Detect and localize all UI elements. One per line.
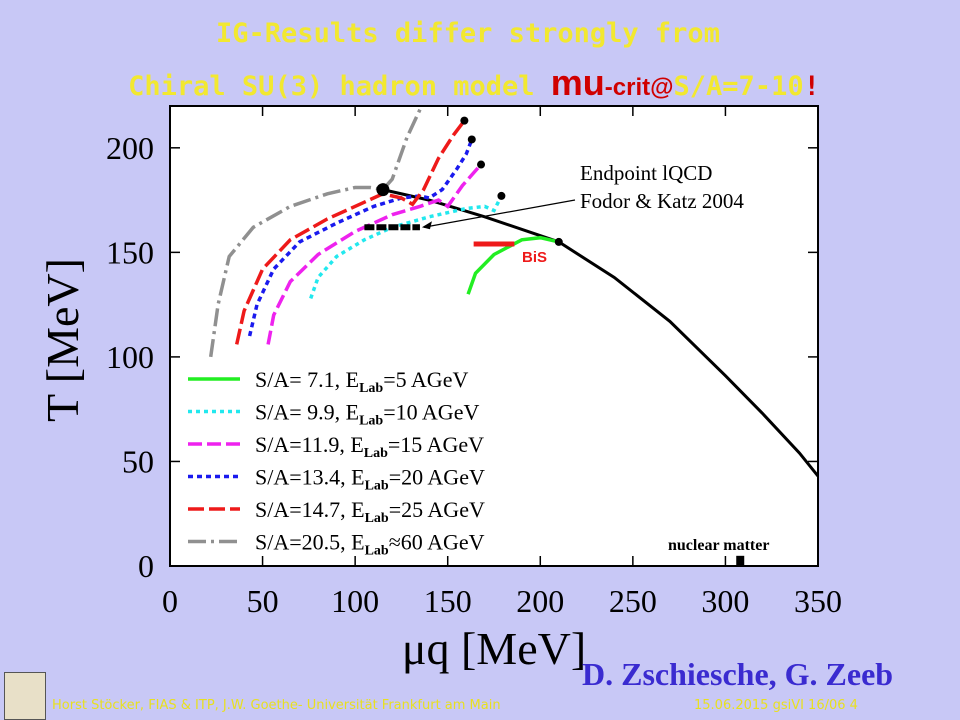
- axis-ticks: 0 50 100 150 200 250 300 350 0 50 100 150 200: [106, 106, 842, 619]
- legend: S/A= 7.1, ELab=5 AGeV S/A= 9.9, ELab=10 A…: [188, 367, 485, 559]
- series-endpoint-3: [467, 135, 476, 144]
- x-tick-label: 200: [516, 583, 564, 619]
- title-mu: mu: [550, 62, 605, 103]
- footer-left: Horst Stöcker, FIAS & ITP, J.W. Goethe- …: [52, 698, 501, 713]
- x-tick-label: 300: [701, 583, 749, 619]
- y-tick-label: 150: [106, 234, 154, 270]
- annotations: Endpoint lQCD Fodor & Katz 2004 BiS nucl…: [522, 161, 769, 554]
- series-endpoint-4: [460, 116, 469, 125]
- x-tick-label: 150: [424, 583, 472, 619]
- series-line-5: [208, 106, 424, 358]
- endpoint-arrowhead: [421, 221, 432, 230]
- series-endpoint-5: [420, 98, 428, 106]
- curve-group: [208, 98, 818, 566]
- legend-entry-5: S/A=20.5, ELab≈60 AGeV: [255, 530, 485, 559]
- legend-entry-4: S/A=14.7, ELab=25 AGeV: [255, 497, 485, 526]
- series-endpoint-0: [554, 237, 563, 246]
- legend-entry-3: S/A=13.4, ELab=20 AGeV: [255, 465, 485, 494]
- legend-entry-0: S/A= 7.1, ELab=5 AGeV: [255, 367, 468, 396]
- x-tick-label: 350: [794, 583, 842, 619]
- endpoint-label-1: Endpoint lQCD: [580, 161, 712, 185]
- data-curves: [208, 98, 818, 566]
- y-tick-label: 0: [138, 548, 154, 584]
- x-tick-label: 0: [162, 583, 178, 619]
- nuclear-matter-label: nuclear matter: [668, 537, 769, 554]
- authors: D. Zschiesche, G. Zeeb: [582, 656, 894, 692]
- x-axis-label: μq [MeV]: [402, 623, 586, 674]
- legend-entry-2: S/A=11.9, ELab=15 AGeV: [255, 432, 484, 461]
- x-tick-label: 100: [331, 583, 379, 619]
- y-tick-label: 100: [106, 339, 154, 375]
- y-tick-label: 50: [122, 443, 154, 479]
- title-exclamation: !: [803, 71, 820, 102]
- y-tick-label: 200: [106, 130, 154, 166]
- x-tick-label: 250: [609, 583, 657, 619]
- footer-right: 15.06.2015 gsiVI 16/06 4: [694, 698, 858, 713]
- title-text: Chiral SU(3) hadron model: [128, 71, 551, 102]
- phase-boundary-line: [382, 188, 818, 478]
- critical-endpoint: [376, 183, 390, 197]
- y-axis-label: T [MeV]: [37, 258, 88, 422]
- university-logo: [4, 672, 46, 720]
- series-line-2: [266, 163, 483, 345]
- title-line-2: Chiral SU(3) hadron model mu-crit@S/A=7-…: [0, 62, 954, 104]
- title-ratio: S/A=7-10: [673, 71, 804, 102]
- series-endpoint-1: [497, 191, 506, 200]
- endpoint-label-2: Fodor & Katz 2004: [580, 189, 744, 213]
- title-line-1: IG-Results differ strongly from: [216, 18, 720, 49]
- endpoint-arrow: [423, 199, 576, 228]
- title-crit: -crit: [604, 74, 651, 101]
- title-at: @: [650, 74, 674, 101]
- axis-labels: T [MeV] μq [MeV]: [37, 258, 586, 674]
- plot-frame: [169, 105, 819, 567]
- series-endpoint-2: [477, 160, 486, 169]
- series-line-0: [466, 235, 560, 295]
- legend-entry-1: S/A= 9.9, ELab=10 AGeV: [255, 400, 479, 429]
- x-tick-label: 50: [247, 583, 279, 619]
- nuclear-matter-marker: [736, 555, 745, 566]
- bis-label: BiS: [522, 249, 547, 266]
